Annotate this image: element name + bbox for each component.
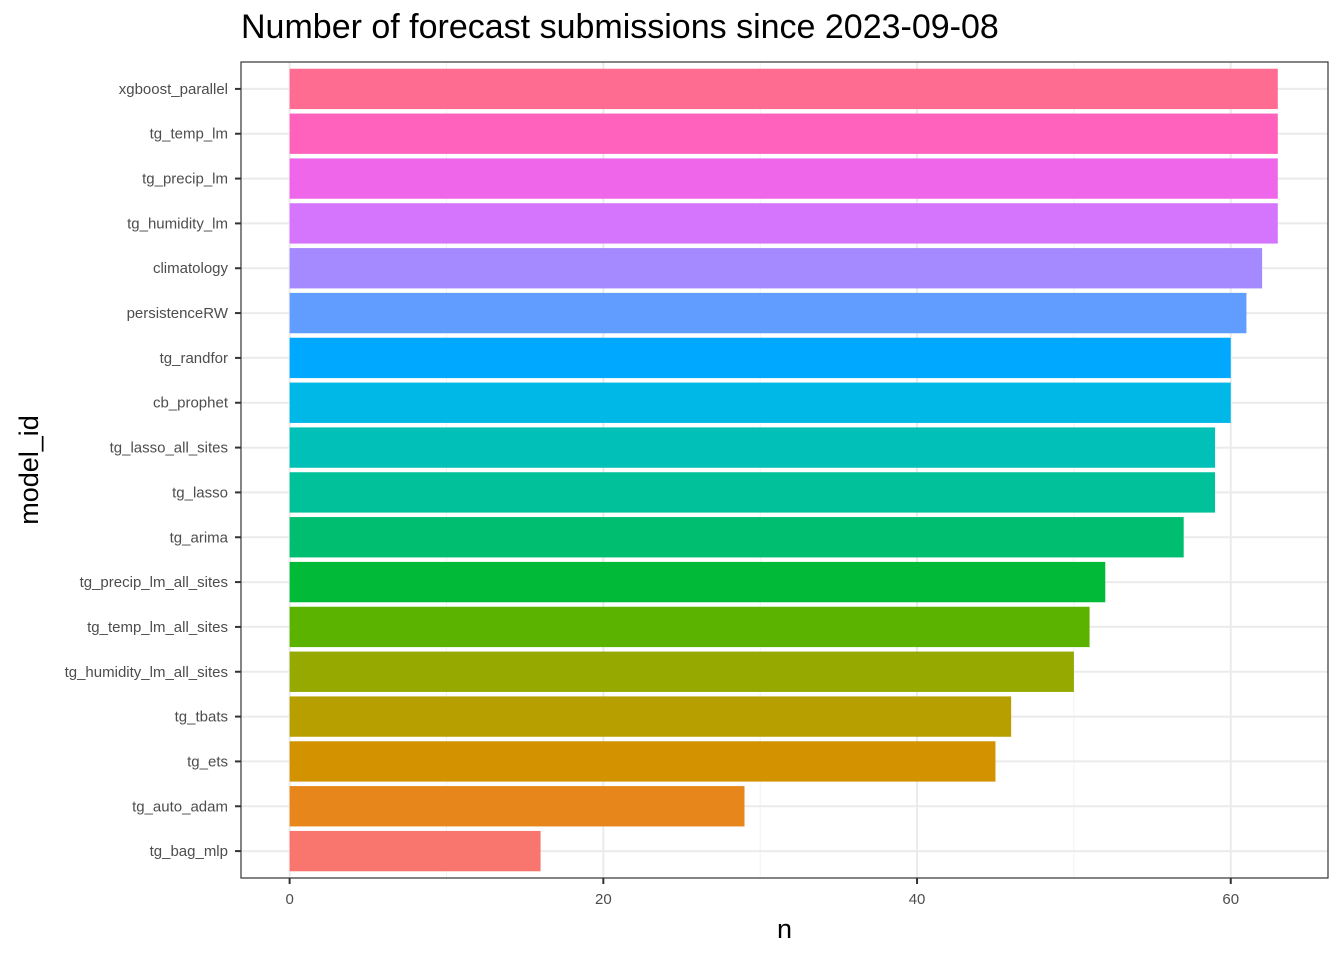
bar-persistenceRW — [289, 292, 1247, 334]
y-tick-label: tg_lasso_all_sites — [110, 440, 228, 457]
bar-tg-humidity-lm-all-sites — [289, 651, 1074, 692]
y-tick-label: persistenceRW — [127, 305, 229, 322]
bar-xgboost-parallel — [289, 68, 1278, 110]
bar-climatology — [289, 248, 1263, 289]
panel-border — [240, 61, 1329, 879]
y-tick-label: climatology — [153, 260, 229, 277]
y-tick-label: tg_temp_lm — [150, 126, 228, 143]
bar-tg-precip-lm — [289, 158, 1278, 199]
bar-tg-precip-lm-all-sites — [289, 561, 1106, 603]
x-tick-label: 0 — [285, 891, 293, 908]
bar-tg-lasso — [289, 472, 1216, 513]
bar-tg-arima — [289, 517, 1184, 558]
y-tick-label: tg_humidity_lm — [127, 215, 228, 232]
bar-cb-prophet — [289, 382, 1231, 423]
x-tick-label: 20 — [595, 891, 612, 908]
y-tick-label: tg_tbats — [175, 709, 228, 726]
bar-tg-humidity-lm — [289, 203, 1278, 244]
x-axis-title: n — [777, 914, 792, 944]
y-tick-label: tg_precip_lm_all_sites — [80, 574, 228, 591]
y-axis-title: model_id — [14, 415, 44, 525]
bar-tg-ets — [289, 741, 996, 782]
y-tick-label: tg_lasso — [172, 484, 228, 501]
x-tick-label: 60 — [1222, 891, 1239, 908]
y-tick-label: tg_humidity_lm_all_sites — [65, 664, 228, 681]
y-tick-label: tg_randfor — [160, 350, 228, 367]
bar-tg-bag-mlp — [289, 830, 541, 872]
y-tick-label: tg_bag_mlp — [150, 843, 228, 860]
bar-tg-auto-adam — [289, 786, 745, 827]
y-tick-label: tg_ets — [187, 753, 228, 770]
bar-tg-lasso-all-sites — [289, 427, 1216, 468]
y-tick-label: tg_auto_adam — [132, 798, 228, 815]
bar-tg-temp-lm — [289, 113, 1278, 154]
y-tick-label: tg_precip_lm — [142, 171, 228, 188]
y-axis-ticks: xgboost_parallel tg_temp_lm tg_precip_lmtg… — [65, 81, 241, 860]
x-tick-label: 40 — [909, 891, 926, 908]
y-tick-label: cb_prophet — [153, 395, 229, 412]
bar-tg-temp-lm-all-sites — [289, 606, 1090, 648]
y-tick-label: tg_arima — [170, 529, 229, 546]
bars — [289, 68, 1278, 872]
x-axis-ticks: 0 20 40 60 — [285, 878, 1239, 908]
bar-tg-tbats — [289, 696, 1012, 737]
chart-title: Number of forecast submissions since 202… — [241, 8, 999, 46]
y-tick-label: xgboost_parallel — [119, 81, 228, 98]
bar-tg-randfor — [289, 337, 1231, 379]
y-tick-label: tg_temp_lm_all_sites — [87, 619, 228, 636]
